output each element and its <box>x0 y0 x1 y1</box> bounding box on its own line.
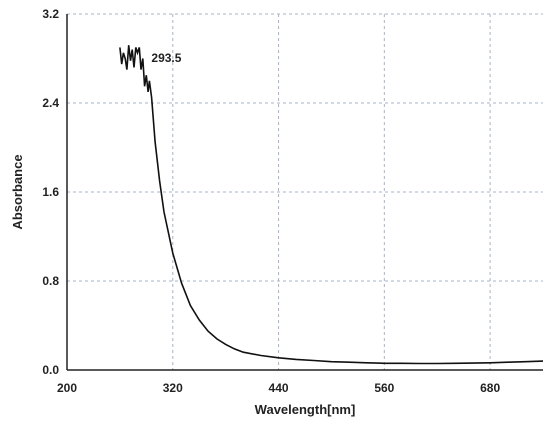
x-tick-labels: 200 320 440 560 680 <box>57 381 500 395</box>
x-tick-label: 440 <box>269 381 289 395</box>
series <box>119 45 544 365</box>
annotations: 293.5 <box>151 51 181 65</box>
y-tick-label: 1.6 <box>42 185 59 199</box>
grid <box>67 13 543 370</box>
x-tick-label: 200 <box>57 381 77 395</box>
absorbance-series-line <box>119 45 544 365</box>
axes <box>66 14 543 371</box>
peak-annotation: 293.5 <box>151 51 181 65</box>
x-tick-label: 560 <box>374 381 394 395</box>
x-tick-label: 680 <box>480 381 500 395</box>
x-tick-label: 320 <box>163 381 183 395</box>
x-axis-title: Wavelength[nm] <box>255 402 356 417</box>
y-tick-labels: 0.0 0.8 1.6 2.4 3.2 <box>42 7 59 377</box>
y-tick-label: 0.0 <box>42 363 59 377</box>
y-tick-label: 3.2 <box>42 7 59 21</box>
y-tick-label: 0.8 <box>42 274 59 288</box>
y-axis-title: Absorbance <box>10 154 25 229</box>
y-tick-label: 2.4 <box>42 96 59 110</box>
